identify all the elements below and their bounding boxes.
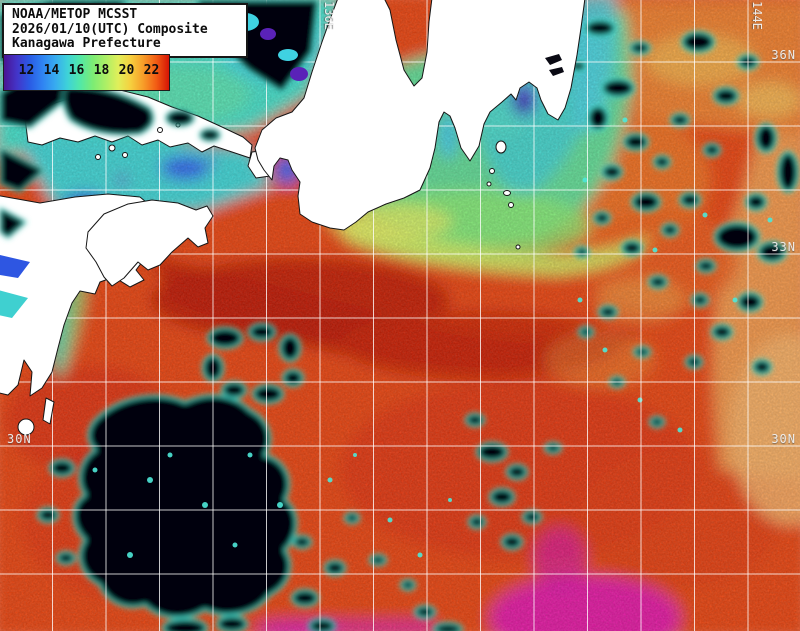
- inlet-layer: [0, 255, 30, 318]
- title-box: NOAA/METOP MCSST 2026/01/10(UTC) Composi…: [2, 3, 248, 58]
- colorbar-tick: 18: [93, 63, 110, 78]
- cloud-layer: [36, 18, 800, 631]
- longitude-label-144e: 144E: [750, 1, 764, 30]
- lake-layer: [545, 54, 564, 76]
- colorbar-tick: 20: [118, 63, 135, 78]
- latitude-label-30n-left: 30N: [7, 432, 32, 446]
- title-line-date: 2026/01/10(UTC) Composite: [12, 21, 208, 37]
- colorbar-gradient: [4, 55, 169, 90]
- colorbar-tick: 22: [143, 63, 160, 78]
- colorbar-tick: 12: [18, 63, 35, 78]
- temperature-colorbar: 12 14 16 18 20 22: [3, 54, 170, 91]
- title-line-region: Kanagawa Prefecture: [12, 36, 161, 51]
- cold-speckle-layer: [92, 117, 773, 558]
- latitude-label-30n-right: 30N: [771, 432, 796, 446]
- colorbar-tick: 14: [43, 63, 60, 78]
- latitude-label-36n-right: 36N: [771, 48, 796, 62]
- latitude-label-33n-right: 33N: [771, 240, 796, 254]
- longitude-label-136e: 136E: [322, 1, 336, 30]
- colorbar-tick: 16: [68, 63, 85, 78]
- title-line-product: NOAA/METOP MCSST: [12, 7, 138, 22]
- colorbar-ticks: 12 14 16 18 20 22: [14, 63, 164, 78]
